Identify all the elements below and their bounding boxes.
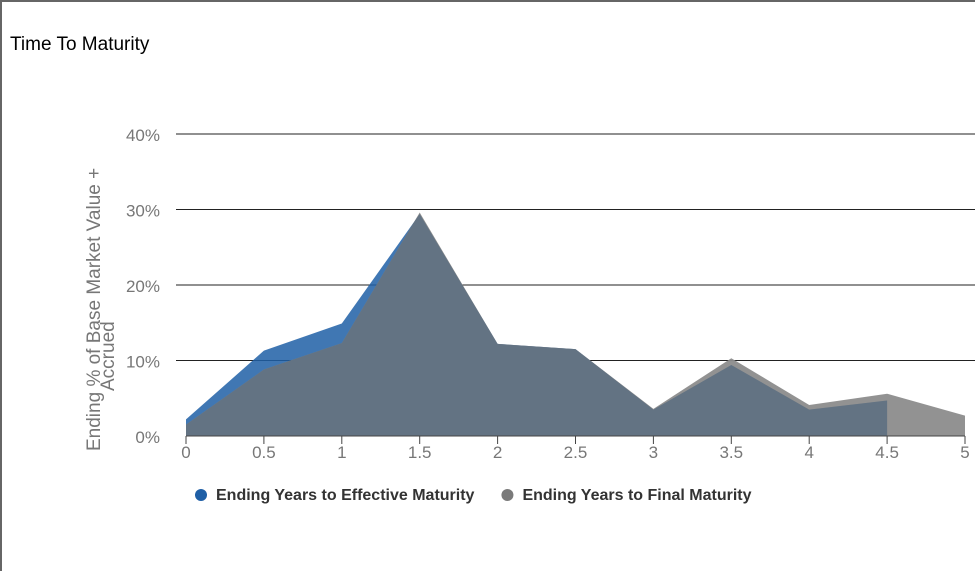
y-axis-label-line-1: Ending % of Base Market Value + [84, 168, 105, 451]
x-axis: 0 0.5 1 1.5 2 2.5 3 3.5 4 4.5 5 [181, 435, 970, 462]
y-axis-label: Ending % of Base Market Value + Accrued [84, 162, 119, 451]
y-tick-label: 20% [126, 277, 160, 296]
y-axis-label-line-2: Accrued [98, 321, 119, 391]
x-tick-label: 2 [493, 443, 502, 462]
x-tick-label: 1 [337, 443, 346, 462]
area-overlap [186, 214, 888, 436]
y-tick-label: 30% [126, 202, 160, 221]
x-tick-label: 4.5 [875, 443, 899, 462]
legend-label-2: Ending Years to Final Maturity [522, 487, 751, 504]
x-tick-label: 2.5 [564, 443, 588, 462]
panel-title: Time To Maturity [10, 34, 150, 55]
x-tick-label: 5 [960, 443, 969, 462]
grid-layer [176, 133, 975, 361]
legend: Ending Years to Effective Maturity Ending… [195, 487, 752, 504]
area-layer [186, 212, 965, 436]
legend-label-1: Ending Years to Effective Maturity [216, 487, 475, 504]
legend-swatch-2 [501, 489, 514, 501]
x-tick-label: 3 [649, 443, 658, 462]
x-tick-label: 4 [804, 443, 813, 462]
y-tick-label: 40% [126, 126, 160, 145]
x-tick-label: 0 [181, 443, 190, 462]
x-tick-label: 3.5 [719, 443, 743, 462]
y-tick-label: 10% [126, 353, 160, 372]
x-tick-label: 0.5 [252, 443, 276, 462]
y-tick-label: 0% [135, 428, 160, 447]
y-axis: 0% 10% 20% 30% 40% [126, 126, 160, 447]
legend-swatch-1 [195, 489, 207, 501]
x-tick-label: 1.5 [408, 443, 432, 462]
